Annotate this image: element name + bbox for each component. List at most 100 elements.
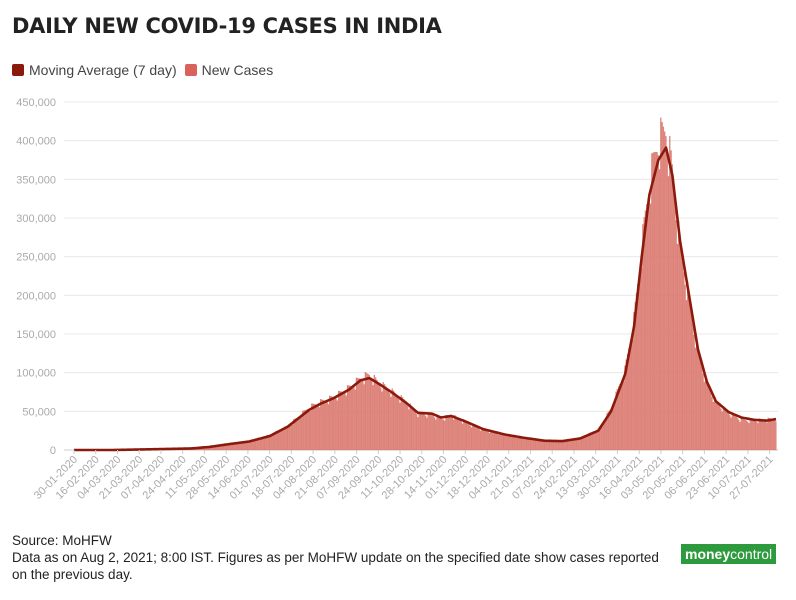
new-cases-bar	[509, 434, 511, 451]
new-cases-bar	[263, 437, 266, 451]
new-cases-bar	[447, 415, 450, 451]
new-cases-bar	[318, 407, 321, 451]
new-cases-bar	[537, 439, 539, 451]
new-cases-bar	[479, 430, 482, 451]
new-cases-bar	[432, 415, 434, 451]
new-cases-bar	[652, 152, 654, 451]
new-cases-bar	[389, 393, 391, 451]
new-cases-bar	[262, 437, 264, 451]
y-tick-label: 400,000	[16, 136, 56, 148]
new-cases-bar	[463, 419, 465, 451]
new-cases-bar	[666, 153, 668, 451]
new-cases-bar	[413, 409, 415, 451]
legend-item-new-cases[interactable]: New Cases	[184, 62, 273, 78]
legend-item-moving-average[interactable]: Moving Average (7 day)	[12, 62, 177, 78]
new-cases-bar	[716, 402, 718, 451]
legend-label-moving-average: Moving Average (7 day)	[29, 62, 177, 78]
new-cases-bar	[767, 417, 769, 451]
new-cases-bar	[435, 419, 437, 451]
new-cases-bar	[346, 385, 349, 451]
new-cases-bar	[453, 419, 455, 451]
new-cases-bar	[367, 373, 369, 451]
new-cases-bar	[710, 392, 712, 451]
new-cases-bar	[340, 391, 342, 451]
new-cases-bar	[658, 169, 661, 451]
new-cases-bar	[625, 359, 627, 451]
new-cases-bar	[689, 303, 691, 451]
new-cases-bar	[520, 437, 523, 451]
new-cases-bar	[381, 391, 383, 451]
new-cases-bar	[703, 381, 705, 451]
new-cases-bar	[569, 440, 571, 451]
new-cases-bar	[419, 412, 422, 451]
y-tick-label: 250,000	[16, 252, 56, 264]
new-cases-bar	[639, 269, 641, 451]
new-cases-bar	[499, 432, 501, 451]
new-cases-bar	[492, 431, 494, 451]
logo-text-part1: money	[685, 546, 731, 562]
new-cases-bar	[735, 416, 737, 451]
new-cases-bar	[638, 275, 640, 451]
new-cases-bar	[740, 417, 743, 451]
new-cases-bar	[551, 441, 553, 451]
new-cases-bar	[398, 399, 400, 451]
new-cases-bar	[696, 337, 698, 451]
new-cases-bar	[357, 378, 359, 451]
new-cases-bar	[721, 411, 723, 451]
new-cases-bar	[426, 417, 428, 451]
new-cases-bar	[612, 404, 615, 451]
new-cases-bar	[348, 385, 350, 451]
chart-legend: Moving Average (7 day) New Cases	[12, 62, 281, 78]
new-cases-bar	[369, 377, 372, 451]
new-cases-bar	[372, 385, 374, 451]
new-cases-bar	[247, 442, 249, 451]
new-cases-bar	[272, 434, 275, 451]
new-cases-bar	[412, 407, 414, 451]
new-cases-bar	[531, 439, 533, 451]
new-cases-bar	[396, 396, 399, 451]
new-cases-bar	[445, 415, 447, 451]
new-cases-bar	[477, 428, 479, 451]
new-cases-bars	[123, 117, 777, 451]
new-cases-bar	[386, 388, 388, 451]
new-cases-bar	[702, 373, 704, 451]
new-cases-bar	[522, 438, 524, 451]
new-cases-bar	[407, 405, 409, 451]
new-cases-bar	[330, 396, 332, 451]
new-cases-bar	[664, 131, 666, 451]
new-cases-bar	[476, 427, 478, 451]
y-tick-label: 100,000	[16, 368, 56, 380]
new-cases-bar	[284, 426, 286, 451]
new-cases-bar	[560, 441, 562, 451]
new-cases-bar	[309, 411, 312, 451]
new-cases-bar	[587, 436, 589, 451]
legend-swatch-new-cases	[184, 64, 197, 76]
new-cases-bar	[707, 384, 709, 451]
new-cases-bar	[672, 182, 675, 451]
new-cases-bar	[286, 426, 289, 451]
new-cases-bar	[451, 417, 454, 451]
new-cases-bar	[611, 406, 613, 451]
new-cases-bar	[750, 419, 753, 451]
new-cases-bar	[322, 400, 324, 451]
new-cases-bar	[488, 433, 491, 451]
new-cases-bar	[467, 423, 469, 451]
new-cases-bar	[395, 394, 397, 451]
new-cases-bar	[742, 418, 744, 451]
new-cases-bar	[586, 435, 588, 451]
new-cases-bar	[366, 373, 368, 451]
new-cases-bar	[516, 436, 519, 451]
new-cases-bar	[306, 409, 308, 451]
new-cases-bar	[771, 418, 773, 451]
new-cases-bar	[487, 431, 489, 451]
new-cases-bar	[336, 400, 338, 451]
new-cases-bar	[298, 417, 300, 451]
new-cases-bar	[460, 421, 462, 451]
new-cases-bar	[303, 410, 305, 451]
new-cases-bar	[743, 419, 745, 451]
new-cases-bar	[449, 415, 451, 451]
new-cases-bar	[748, 423, 750, 451]
new-cases-bar	[433, 417, 436, 451]
new-cases-bar	[747, 421, 749, 451]
new-cases-bar	[758, 418, 760, 451]
